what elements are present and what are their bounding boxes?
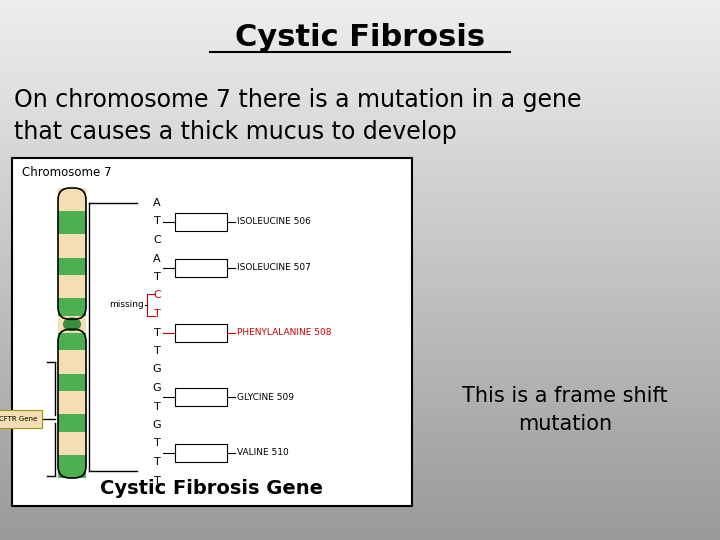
- Bar: [58, 414, 86, 431]
- Bar: [58, 188, 86, 211]
- Bar: [58, 234, 86, 258]
- Ellipse shape: [63, 318, 81, 332]
- Text: G: G: [153, 364, 161, 375]
- Text: T: T: [153, 402, 161, 411]
- Text: Cystic Fibrosis: Cystic Fibrosis: [235, 24, 485, 52]
- Text: T: T: [153, 272, 161, 282]
- Text: A: A: [153, 253, 161, 264]
- Text: This is a frame shift
mutation: This is a frame shift mutation: [462, 386, 668, 434]
- Text: ISOLEUCINE 506: ISOLEUCINE 506: [237, 217, 311, 226]
- Text: On chromosome 7 there is a mutation in a gene: On chromosome 7 there is a mutation in a…: [14, 88, 582, 112]
- Bar: [58, 333, 86, 350]
- Bar: [58, 374, 86, 391]
- Text: T: T: [153, 309, 161, 319]
- Bar: [58, 350, 86, 374]
- Bar: [175, 259, 227, 276]
- Text: Chromosome 7: Chromosome 7: [22, 166, 112, 179]
- Text: missing: missing: [109, 300, 144, 309]
- Bar: [58, 431, 86, 455]
- Text: that causes a thick mucus to develop: that causes a thick mucus to develop: [14, 120, 456, 144]
- Text: T: T: [153, 438, 161, 449]
- Text: T: T: [153, 346, 161, 356]
- Text: A: A: [153, 198, 161, 208]
- Bar: [175, 388, 227, 406]
- Bar: [175, 444, 227, 462]
- Text: T: T: [153, 457, 161, 467]
- Text: G: G: [153, 383, 161, 393]
- Text: Cystic Fibrosis Gene: Cystic Fibrosis Gene: [101, 478, 323, 497]
- Bar: [58, 298, 86, 315]
- Text: C: C: [153, 291, 161, 300]
- FancyBboxPatch shape: [0, 410, 42, 428]
- Bar: [12, 158, 412, 506]
- Bar: [175, 323, 227, 341]
- Text: T: T: [153, 327, 161, 338]
- Text: PHENYLALANINE 508: PHENYLALANINE 508: [237, 328, 331, 337]
- Text: ISOLEUCINE 507: ISOLEUCINE 507: [237, 263, 311, 272]
- Bar: [58, 391, 86, 414]
- Bar: [58, 211, 86, 234]
- Bar: [58, 275, 86, 298]
- Bar: [175, 213, 227, 231]
- Text: T: T: [153, 476, 161, 485]
- Text: T: T: [153, 217, 161, 226]
- Bar: [58, 258, 86, 275]
- Text: G: G: [153, 420, 161, 430]
- Text: VALINE 510: VALINE 510: [237, 448, 289, 457]
- Text: CFTR Gene: CFTR Gene: [0, 416, 37, 422]
- Bar: [58, 455, 86, 478]
- Text: GLYCINE 509: GLYCINE 509: [237, 393, 294, 402]
- Bar: [58, 188, 86, 478]
- Text: C: C: [153, 235, 161, 245]
